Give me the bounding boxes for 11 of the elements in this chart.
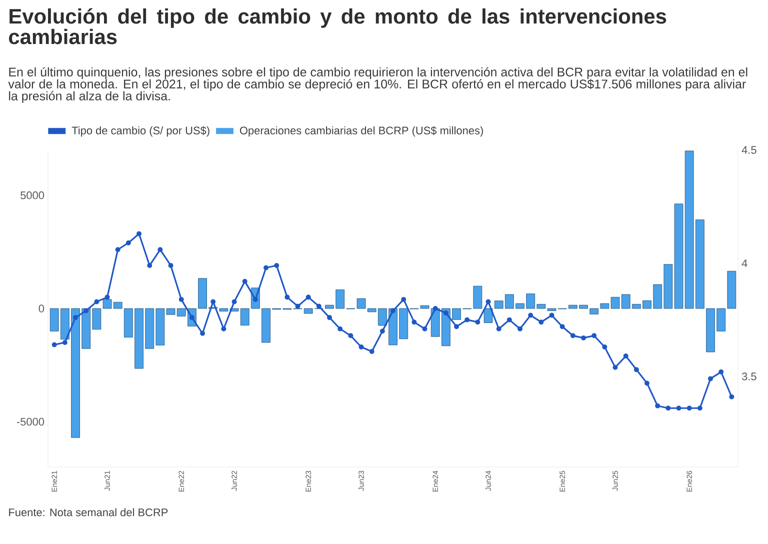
legend-label: Operaciones cambiarias del BCRP (US$ millones) xyxy=(240,126,483,137)
y-tick-label: 5000 xyxy=(20,191,44,200)
y2-tick-label: 3.5 xyxy=(742,372,756,380)
legend-label: Tipo de cambio (S/ por US$) xyxy=(72,126,210,137)
chart-subtitle: En el último quinquenio, las presiones sobre el tipo de cambio requirieron la intervención activa del BCR para evitar la volatilidad en el valor de la moneda. En el 2021, el tipo de cambio se depreció en 10%. El BCR ofertó en el mercado US$17.506 millones para aliviar la presión al alza de la divisa. xyxy=(8,67,748,103)
y-tick-label: 0 xyxy=(38,304,44,312)
y2-tick-label: 4.5 xyxy=(742,146,756,154)
y2-tick-label: 4 xyxy=(742,259,748,267)
chart-title: Evolución del tipo de cambio y de monto de las intervenciones cambiarias xyxy=(9,8,666,44)
y-tick-label: -5000 xyxy=(16,418,44,426)
source-note: Fuente: Nota semanal del BCRP xyxy=(9,508,168,516)
